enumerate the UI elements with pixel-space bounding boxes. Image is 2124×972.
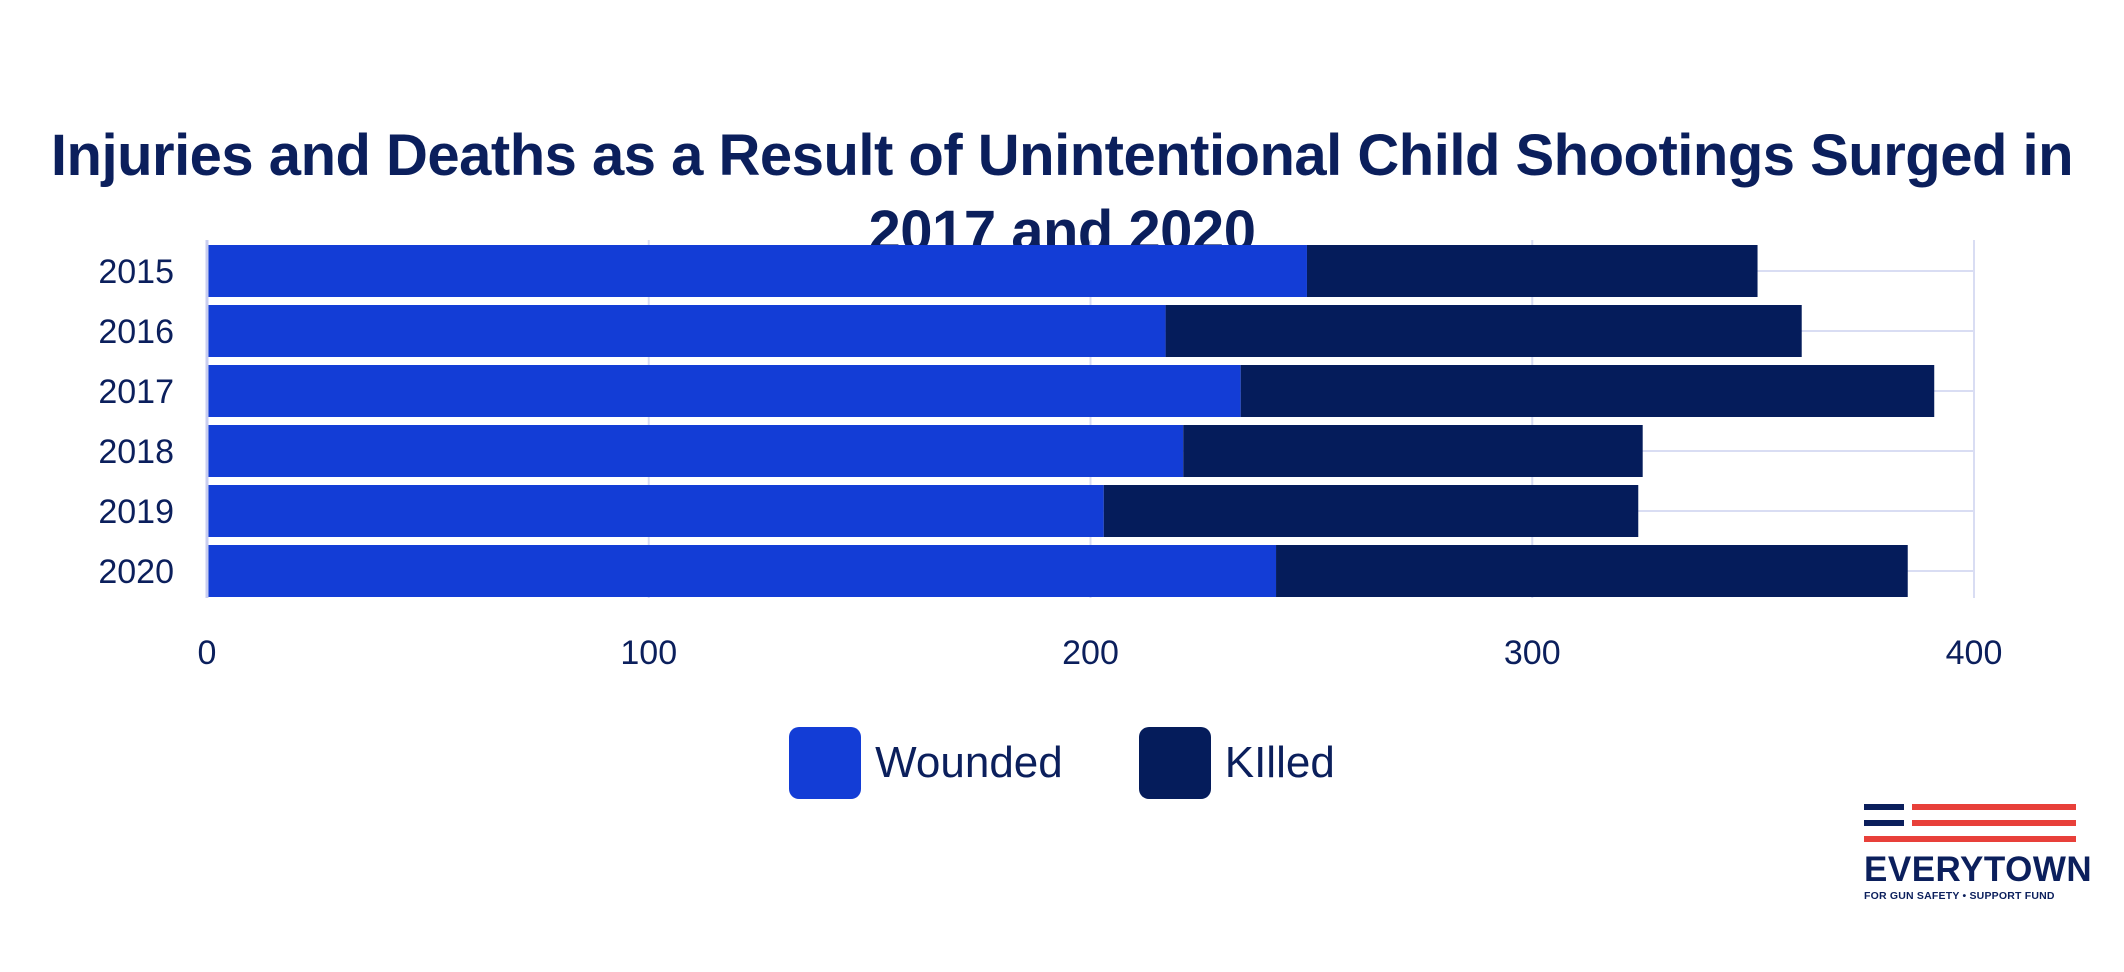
- chart-title: Injuries and Deaths as a Result of Unint…: [50, 123, 2074, 264]
- bar-wounded-2016: [207, 305, 1166, 357]
- x-tick-label: 400: [1946, 634, 2003, 672]
- logo-wordmark: EVERYTOWN: [1864, 850, 2093, 889]
- x-tick-label: 0: [198, 634, 217, 672]
- legend-item-wounded[interactable]: Wounded: [789, 727, 1063, 799]
- bar-killed-2018: [1183, 425, 1643, 477]
- bar-killed-2019: [1103, 485, 1639, 537]
- bar-killed-2020: [1276, 545, 1908, 597]
- bar-wounded-2019: [207, 485, 1104, 537]
- y-tick-label: 2016: [98, 313, 174, 351]
- x-tick-label: 300: [1504, 634, 1561, 672]
- bar-killed-2016: [1165, 305, 1802, 357]
- legend-label-wounded: Wounded: [875, 738, 1063, 787]
- x-tick-label: 100: [620, 634, 677, 672]
- bar-killed-2015: [1306, 245, 1758, 297]
- legend-label-killed: KIlled: [1224, 738, 1335, 787]
- bar-wounded-2020: [207, 545, 1277, 597]
- bar-killed-2017: [1240, 365, 1935, 417]
- y-tick-label: 2020: [98, 553, 174, 591]
- y-tick-label: 2015: [98, 253, 174, 291]
- logo-stripe: [1912, 804, 2076, 810]
- logo-stripe: [1864, 820, 1904, 826]
- legend-swatch-killed: [1138, 727, 1211, 799]
- logo-stripe: [1864, 836, 2076, 842]
- bar-wounded-2015: [207, 245, 1307, 297]
- x-tick-label: 200: [1062, 634, 1119, 672]
- y-tick-label: 2017: [98, 373, 174, 411]
- legend-swatch-wounded: [789, 727, 862, 799]
- legend: Wounded KIlled: [0, 726, 2124, 800]
- bar-wounded-2017: [207, 365, 1241, 417]
- bars: [207, 245, 1935, 597]
- y-tick-label: 2019: [98, 493, 174, 531]
- bar-wounded-2018: [207, 425, 1184, 477]
- legend-item-killed[interactable]: KIlled: [1138, 727, 1335, 799]
- everytown-logo: EVERYTOWN FOR GUN SAFETY • SUPPORT FUND: [1864, 804, 2093, 904]
- axes: 2015 2016 2017 2018 2019 2020 0 100 200 300 400: [98, 240, 2002, 672]
- logo-flag-icon: [1864, 804, 2076, 844]
- logo-stripe: [1912, 820, 2076, 826]
- logo-stripe: [1864, 804, 1904, 810]
- logo-subtitle: FOR GUN SAFETY • SUPPORT FUND: [1864, 890, 2055, 902]
- y-tick-label: 2018: [98, 433, 174, 471]
